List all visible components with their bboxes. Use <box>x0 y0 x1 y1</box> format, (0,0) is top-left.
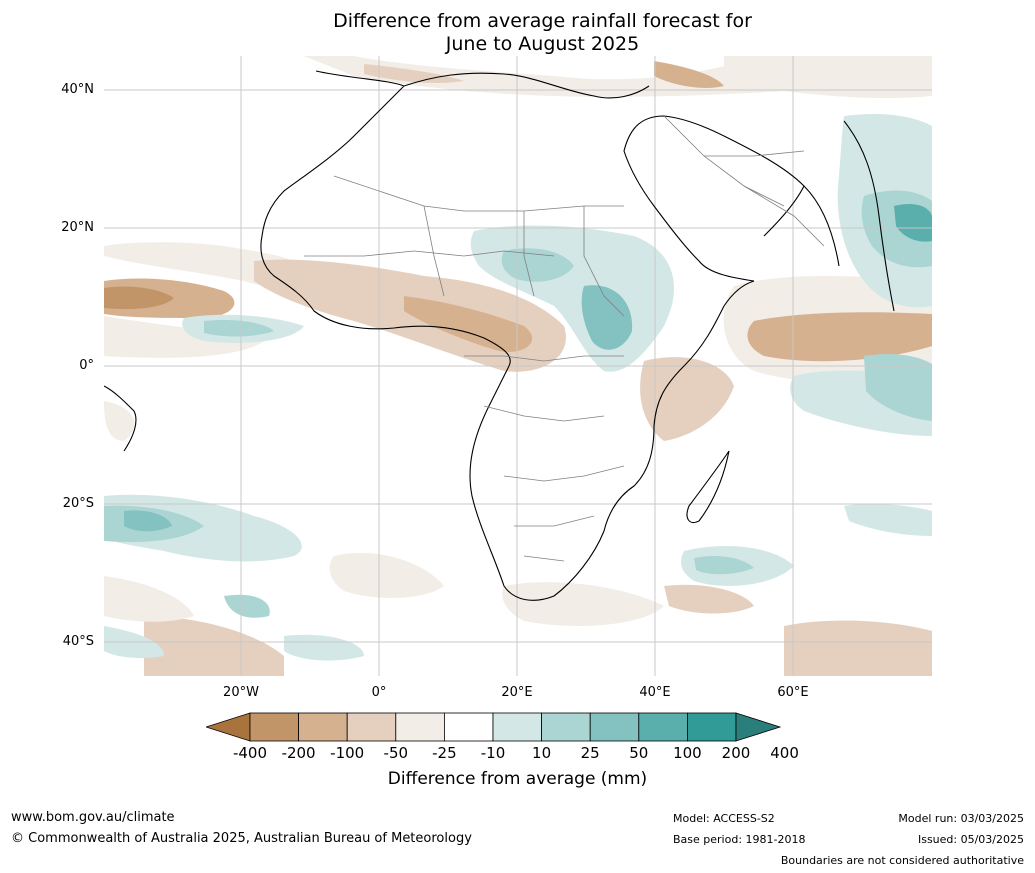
footer-base-period: Base period: 1981-2018 <box>673 833 806 846</box>
colorbar-tick-label: -100 <box>330 744 365 762</box>
colorbar-segment <box>443 712 494 742</box>
colorbar-segment <box>492 712 542 742</box>
colorbar-segment <box>589 712 640 742</box>
colorbar-segment <box>249 712 299 742</box>
colorbar-segment <box>346 712 397 742</box>
colorbar-tick-label: 10 <box>532 744 552 762</box>
footer-model: Model: ACCESS-S2 <box>673 812 775 825</box>
country-borders <box>304 115 825 562</box>
colorbar-segment <box>541 712 591 742</box>
colorbar-tick-label: 50 <box>629 744 649 762</box>
coastlines <box>104 70 895 601</box>
lat-label-20s: 20°S <box>62 496 94 511</box>
colorbar-tick-label: -400 <box>232 744 268 762</box>
lon-label-0: 0° <box>371 685 387 700</box>
colorbar-tip-high <box>735 712 782 742</box>
colorbar-tick-label: -25 <box>432 744 457 762</box>
lon-label-20e: 20°E <box>501 685 533 700</box>
colorbar-segment <box>298 712 348 742</box>
title-line-2: June to August 2025 <box>445 33 640 55</box>
footer-copyright: © Commonwealth of Australia 2025, Austra… <box>11 831 472 846</box>
lat-label-0: 0° <box>79 358 94 373</box>
title-line-1: Difference from average rainfall forecas… <box>333 10 752 32</box>
wet-anomalies <box>104 114 932 661</box>
colorbar-tick-label: 400 <box>770 744 799 762</box>
footer-model-run: Model run: 03/03/2025 <box>898 812 1024 825</box>
colorbar-segment <box>638 712 688 742</box>
colorbar-tick-label: -50 <box>383 744 409 762</box>
colorbar-segment <box>686 712 737 742</box>
colorbar-tick-label: -10 <box>480 744 506 762</box>
colorbar-label: Difference from average (mm) <box>387 769 648 789</box>
colorbar <box>206 712 782 742</box>
lon-label-60e: 60°E <box>777 685 809 700</box>
rainfall-map <box>104 56 932 676</box>
gridlines <box>104 56 932 676</box>
colorbar-tick-label: -200 <box>281 744 316 762</box>
lat-label-20n: 20°N <box>61 220 94 235</box>
colorbar-tick-label: 25 <box>580 744 600 762</box>
lat-label-40s: 40°S <box>62 634 94 649</box>
lat-label-40n: 40°N <box>61 82 94 97</box>
lon-label-20w: 20°W <box>223 685 259 700</box>
map-title: Difference from average rainfall forecas… <box>0 10 1035 56</box>
footer-disclaimer: Boundaries are not considered authoritat… <box>780 854 1024 867</box>
footer-issued: Issued: 05/03/2025 <box>917 833 1024 846</box>
colorbar-tick-label: 200 <box>721 744 751 762</box>
colorbar-tick-label: 100 <box>673 744 702 762</box>
footer-website[interactable]: www.bom.gov.au/climate <box>11 810 175 825</box>
dry-anomalies <box>104 56 932 676</box>
colorbar-segment <box>395 712 445 742</box>
colorbar-tip-low <box>206 712 251 742</box>
lon-label-40e: 40°E <box>639 685 671 700</box>
